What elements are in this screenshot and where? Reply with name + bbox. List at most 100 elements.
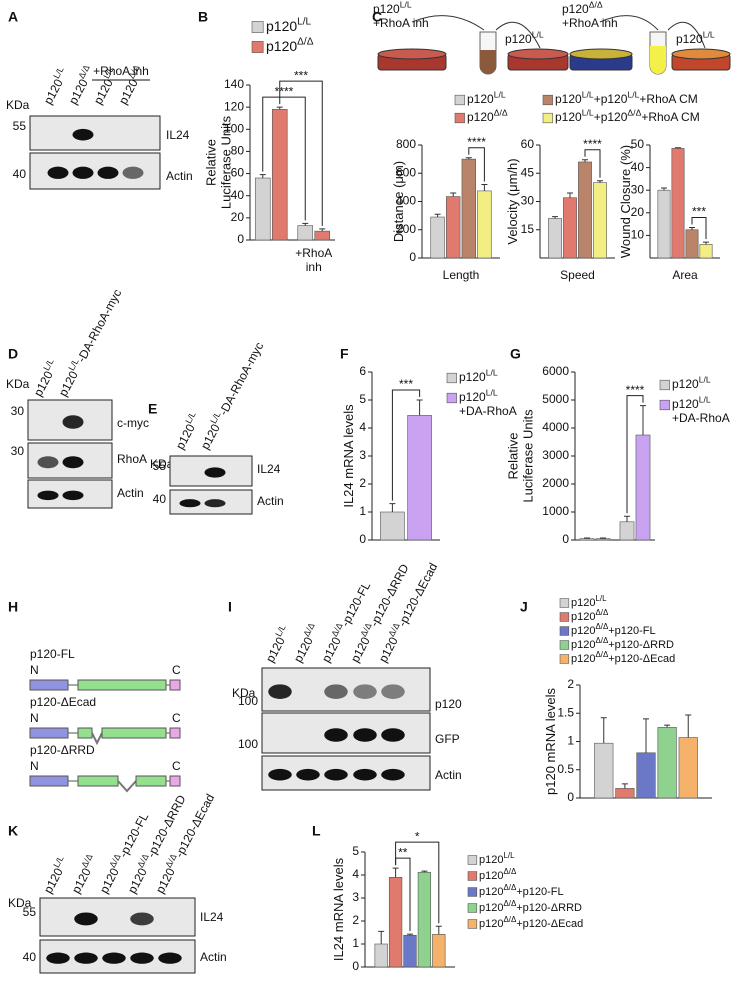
label-part: p120 — [153, 865, 178, 895]
panel-label: B — [198, 9, 208, 25]
legend-swatch — [467, 871, 478, 881]
label-line: IL24 mRNA levels — [331, 857, 346, 961]
label-line: +RhoA inh — [562, 16, 618, 30]
significance-bracket — [262, 96, 306, 221]
panel-label: A — [8, 9, 18, 25]
y-tick-label: 3 — [352, 890, 359, 904]
y-tick-label: 2 — [352, 913, 359, 927]
label-line: inh — [306, 260, 322, 274]
legend-label: p120L/L+DA-RhoA — [459, 388, 517, 418]
band-label: Actin — [435, 768, 462, 782]
band — [268, 684, 292, 699]
legend-label: p120L/L — [266, 16, 312, 33]
error-bar — [624, 515, 630, 522]
label-part: p120 — [291, 634, 316, 664]
label-line: Luciferase Units — [219, 115, 234, 209]
label-part: p120 — [571, 639, 595, 651]
bar — [615, 788, 635, 799]
band — [47, 166, 69, 179]
superscript: L/L — [532, 30, 544, 40]
legend-swatch — [446, 392, 457, 404]
bar — [699, 244, 713, 259]
label-line: Distance (μm) — [391, 161, 406, 242]
significance-bracket — [626, 395, 644, 514]
y-tick-label: 3000 — [542, 448, 569, 462]
band — [268, 768, 292, 781]
label-part: +RhoA CM — [641, 110, 699, 124]
legend-swatch — [251, 21, 264, 33]
domain — [169, 775, 181, 787]
y-tick-label: 0 — [237, 232, 244, 246]
label-part: +p120-FL — [608, 625, 655, 637]
error-bar — [685, 714, 692, 738]
label-part: p120 — [56, 368, 81, 398]
mw-marker: 40 — [23, 950, 37, 964]
error-bar — [450, 192, 457, 197]
superscript: L/L — [297, 16, 311, 27]
significance-label: ** — [398, 845, 408, 859]
error-bar — [416, 399, 423, 416]
band-label: p120 — [435, 697, 462, 711]
y-tick-label: 30 — [631, 182, 645, 196]
band — [353, 768, 377, 781]
panel-label: L — [312, 823, 321, 839]
label-part: p120 — [41, 865, 66, 895]
significance-bracket — [279, 80, 323, 226]
label-part: p120 — [69, 865, 94, 895]
superscript: Δ/Δ — [595, 636, 608, 645]
arrow — [667, 21, 706, 49]
label-part: p120 — [676, 32, 703, 46]
dish-top — [569, 48, 633, 60]
label-line: Luciferase Units — [521, 409, 536, 503]
label-line: +DA-RhoA — [459, 404, 517, 418]
superscript: Δ/Δ — [503, 915, 516, 924]
band-label: Actin — [257, 494, 284, 508]
superscript: Δ/Δ — [76, 63, 91, 80]
label-part: +p120-ΔEcad — [608, 653, 675, 665]
label-part: p120 — [173, 421, 198, 451]
y-tick-label: 1000 — [542, 504, 569, 518]
domain — [29, 727, 69, 739]
kda-label: KDa — [150, 457, 174, 471]
legend-label: p120L/L — [672, 375, 711, 391]
label-part: p120 — [571, 625, 595, 637]
significance-bracket — [391, 389, 421, 501]
significance-bracket — [395, 841, 440, 924]
bar — [685, 229, 699, 259]
error-bar — [621, 783, 628, 789]
legend-label: p120Δ/Δ — [266, 36, 314, 53]
bar — [636, 752, 656, 799]
error-bar — [661, 187, 667, 191]
x-category-label: Area — [672, 268, 698, 282]
mw-marker: 55 — [13, 119, 27, 133]
kda-label: KDa — [6, 377, 30, 391]
lane-label: p120Δ/Δ — [69, 852, 95, 896]
label-line: p120L/L+p120Δ/Δ+RhoA CM — [555, 108, 700, 124]
y-tick-label: 20 — [631, 205, 645, 219]
y-tick-label: 6 — [359, 364, 366, 378]
band — [324, 684, 348, 699]
legend-swatch — [542, 94, 553, 106]
construct-name: p120-ΔRRD — [30, 743, 95, 757]
label-part: +DA-RhoA — [459, 404, 517, 418]
bar — [297, 225, 314, 241]
label-part: IL24 mRNA levels — [331, 857, 346, 961]
lane-label: p120L/L — [41, 854, 66, 896]
domain — [29, 679, 69, 691]
y-tick-label: 5000 — [542, 392, 569, 406]
bar — [657, 189, 671, 259]
bar — [671, 148, 685, 259]
label-part: p120 — [505, 32, 532, 46]
band-label: c-myc — [117, 416, 149, 430]
label-part: +p120-ΔRRD — [516, 902, 582, 914]
legend-label: p120Δ/Δ+p120-ΔRRD — [571, 636, 674, 651]
label-part: -DA-RhoA-myc — [216, 340, 266, 418]
superscript: L/L — [703, 30, 715, 40]
y-axis-label: IL24 mRNA levels — [331, 857, 346, 961]
band — [72, 128, 94, 141]
error-bar — [407, 933, 413, 936]
superscript: Δ/Δ — [79, 852, 94, 869]
blot-strip — [29, 115, 161, 151]
band — [353, 684, 377, 699]
